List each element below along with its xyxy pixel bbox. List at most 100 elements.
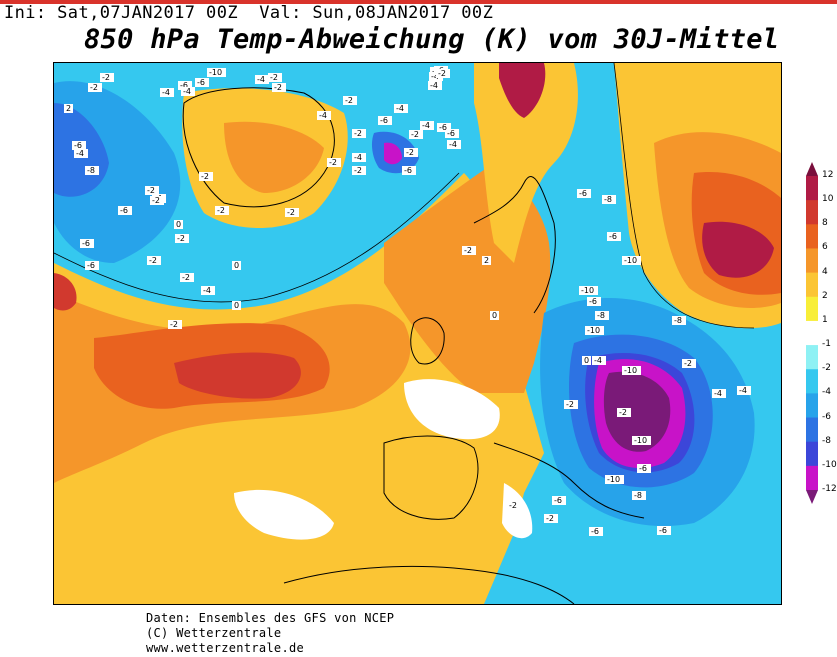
map-label-background [317, 111, 331, 120]
map-label-background [622, 366, 641, 375]
map-value-label: -2 [149, 256, 157, 265]
top-border-line [0, 0, 837, 4]
map-label-background [428, 81, 442, 90]
map-label-background [632, 491, 646, 500]
map-value-label: -6 [439, 123, 447, 132]
warm-core-norway [499, 63, 546, 118]
map-label-background [201, 286, 215, 295]
map-value-label: -2 [90, 83, 98, 92]
map-label-background [595, 311, 609, 320]
map-label-background [352, 166, 366, 175]
map-value-label: -6 [404, 166, 412, 175]
legend-tick-label: -6 [822, 411, 831, 422]
map-label-background [72, 141, 86, 150]
legend-cap-top [806, 162, 818, 176]
map-value-label: -10 [209, 68, 222, 77]
map-value-label: -10 [624, 366, 637, 375]
map-value-label: -6 [87, 261, 95, 270]
map-label-background [447, 140, 461, 149]
map-value-label: -2 [152, 196, 160, 205]
map-label-background [64, 104, 73, 113]
map-label-background [255, 75, 269, 84]
map-value-label: -6 [591, 527, 599, 536]
coastline-iberia [383, 435, 479, 520]
map-label-background [352, 129, 366, 138]
map-value-label: -10 [607, 475, 620, 484]
map-label-background [632, 436, 651, 445]
map-label-background [394, 104, 408, 113]
legend-band [806, 224, 818, 249]
warm-edge-west [54, 273, 77, 311]
coastline-britain [410, 317, 445, 365]
map-label-background [544, 514, 558, 523]
legend-band [806, 441, 818, 467]
map-label-background [378, 116, 392, 125]
warm-core-iceland [224, 121, 324, 193]
map-label-background [199, 172, 213, 181]
map-label-background [352, 153, 366, 162]
map-label-background [100, 73, 114, 82]
map-value-label: -10 [581, 286, 594, 295]
map-value-label: -8 [634, 491, 642, 500]
map-label-background [409, 130, 423, 139]
map-value-labels: -10-2-2-6-4-6-4-4-2-2-6-4-8-6-6-2-4-6-2-… [64, 66, 751, 536]
map-value-label: -2 [329, 158, 337, 167]
map-label-background [602, 195, 616, 204]
map-label-background [552, 496, 566, 505]
legend-color-bar [806, 162, 818, 504]
map-value-label: -6 [82, 239, 90, 248]
map-value-label: -6 [659, 526, 667, 535]
map-label-background [564, 400, 578, 409]
map-label-background [232, 261, 241, 270]
map-label-background [507, 501, 521, 510]
legend-band [806, 176, 818, 201]
anomaly-map: -10-2-2-6-4-6-4-4-2-2-6-4-8-6-6-2-4-6-2-… [53, 62, 782, 605]
legend-tick-label: -4 [822, 387, 831, 398]
map-label-background [147, 256, 161, 265]
map-value-label: -6 [120, 206, 128, 215]
map-value-label: -10 [624, 256, 637, 265]
map-value-label: -10 [634, 436, 647, 445]
map-label-background [88, 83, 102, 92]
map-value-label: 0 [234, 261, 239, 270]
map-label-background [462, 246, 476, 255]
legend-band [806, 345, 818, 370]
map-label-background [160, 88, 174, 97]
run-info-text: Ini: Sat,07JAN2017 00Z Val: Sun,08JAN201… [4, 3, 494, 23]
legend-tick-label: -10 [822, 459, 837, 470]
map-value-label: -4 [422, 121, 430, 130]
map-label-background [80, 239, 94, 248]
map-value-label: -4 [354, 153, 362, 162]
legend-tick-label: 8 [822, 218, 828, 229]
map-label-background [168, 320, 182, 329]
map-value-label: -10 [587, 326, 600, 335]
map-label-background [589, 527, 603, 536]
legend-tick-label: 10 [822, 194, 834, 205]
legend-band [806, 393, 818, 419]
map-label-background [74, 149, 88, 158]
footer-website[interactable]: www.wetterzentrale.de [146, 641, 305, 655]
coastline-greenland [182, 87, 335, 208]
legend-tick-label: -8 [822, 435, 831, 446]
neutral-zone-central-europe [404, 379, 500, 440]
footer-copyright: (C) Wetterzentrale [146, 626, 282, 640]
map-value-label: -4 [449, 140, 457, 149]
legend-tick-label: 4 [822, 266, 828, 277]
map-label-background [404, 148, 418, 157]
legend-band [806, 272, 818, 298]
legend-band [806, 296, 818, 322]
map-label-background [490, 311, 499, 320]
map-label-background [145, 186, 159, 195]
map-label-background [436, 69, 450, 78]
legend-tick-label: 1 [822, 314, 828, 325]
map-value-label: -4 [396, 104, 404, 113]
map-label-background [343, 96, 357, 105]
map-value-label: -4 [203, 286, 211, 295]
map-value-label: -2 [566, 400, 574, 409]
map-label-background [85, 261, 99, 270]
map-value-label: -4 [76, 149, 84, 158]
map-value-label: -2 [406, 148, 414, 157]
map-label-background [585, 326, 604, 335]
map-value-label: 0 [584, 356, 589, 365]
map-value-label: -2 [354, 166, 362, 175]
